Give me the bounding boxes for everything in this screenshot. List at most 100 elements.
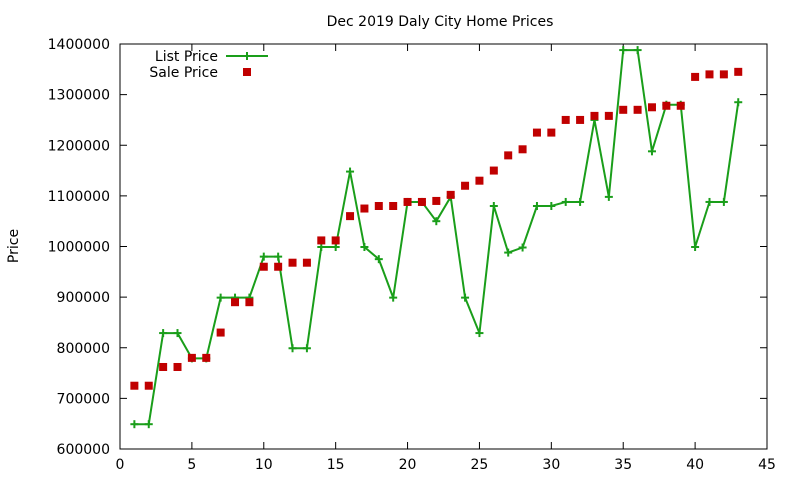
chart-title: Dec 2019 Daly City Home Prices [327, 14, 554, 30]
list-price-point [274, 252, 283, 261]
legend-label: Sale Price [149, 65, 218, 81]
sale-price-point [245, 298, 254, 307]
list-price-point [130, 420, 139, 429]
x-tick-label: 15 [327, 457, 345, 473]
sale-price-point [274, 262, 283, 271]
y-axis-label: Price [6, 229, 22, 263]
sale-price-point [317, 236, 326, 245]
y-tick-label: 1400000 [48, 37, 110, 53]
list-price-point [604, 192, 613, 201]
sale-price-point [216, 328, 225, 337]
sale-price-point [590, 111, 599, 120]
list-price-point [619, 46, 628, 55]
y-tick-label: 800000 [57, 341, 110, 357]
sale-price-point [130, 381, 139, 390]
sale-price-point [288, 258, 297, 267]
sale-price-point [231, 298, 240, 307]
sale-price-point [576, 115, 585, 124]
y-tick-label: 1200000 [48, 138, 110, 154]
sale-price-point [734, 67, 743, 76]
x-tick-label: 0 [116, 457, 125, 473]
sale-price-point [202, 353, 211, 362]
list-price-point [288, 344, 297, 353]
series-1 [130, 67, 743, 390]
sale-price-point [662, 101, 671, 110]
sale-price-point [432, 196, 441, 205]
x-tick-label: 40 [686, 457, 704, 473]
y-tick-label: 600000 [57, 442, 110, 458]
y-tick-label: 1100000 [48, 189, 110, 205]
list-price-point [633, 46, 642, 55]
list-price-point [475, 329, 484, 338]
plot-frame [119, 43, 768, 450]
sale-price-point [331, 236, 340, 245]
axis-ticks: 0 5 10 15 20 25 30 35 40 45 600000 700000 800000 9000… [48, 37, 776, 473]
list-price-point [489, 202, 498, 210]
x-tick-label: 45 [758, 457, 776, 473]
list-price-point [144, 420, 153, 429]
list-price-point [374, 255, 383, 264]
x-tick-label: 20 [399, 457, 417, 473]
sale-price-point [719, 70, 728, 79]
sale-price-point [446, 190, 455, 199]
sale-price-point [705, 70, 714, 79]
sale-price-point [619, 105, 628, 114]
sale-price-point [561, 115, 570, 124]
list-price-point [159, 329, 168, 338]
sale-price-point [676, 101, 685, 110]
sale-price-point [461, 181, 470, 190]
sale-price-point [346, 212, 355, 221]
list-price-point [734, 98, 743, 107]
sale-price-point [374, 202, 383, 210]
list-price-point [461, 293, 470, 302]
x-tick-label: 10 [255, 457, 273, 473]
list-price-point [173, 329, 182, 338]
list-price-line [134, 49, 740, 426]
legend-label: List Price [155, 49, 218, 65]
sale-price-point [604, 111, 613, 120]
y-tick-label: 700000 [57, 391, 110, 407]
legend-plus-swatch [243, 52, 251, 60]
list-price-point [647, 147, 656, 156]
sale-price-point [389, 202, 398, 210]
list-price-point [547, 202, 556, 210]
sale-price-point [518, 145, 527, 154]
sale-price-point [173, 362, 182, 371]
sale-price-point [302, 258, 311, 267]
list-price-point [346, 167, 355, 176]
sale-price-point [259, 262, 268, 271]
sale-price-point [532, 128, 541, 137]
sale-price-point [489, 166, 498, 175]
legend-square-swatch [243, 68, 251, 76]
series-layer [130, 46, 743, 429]
list-price-point [719, 197, 728, 206]
y-tick-label: 1300000 [48, 88, 110, 104]
sale-price-point [547, 128, 556, 137]
sale-price-point [633, 105, 642, 114]
sale-price-point [360, 204, 369, 213]
sale-price-point [403, 197, 412, 206]
list-price-point [302, 344, 311, 353]
list-price-point [561, 197, 570, 206]
sale-price-point [187, 353, 196, 362]
x-tick-label: 25 [471, 457, 489, 473]
sale-price-point [647, 103, 656, 112]
list-price-point [532, 202, 541, 210]
sale-price-point [417, 197, 426, 206]
list-price-point [360, 243, 369, 252]
sale-price-point [691, 72, 700, 81]
list-price-point [432, 217, 441, 226]
x-tick-label: 35 [614, 457, 632, 473]
x-tick-label: 30 [542, 457, 560, 473]
sale-price-point [504, 151, 513, 160]
x-tick-label: 5 [187, 457, 196, 473]
list-price-point [259, 252, 268, 261]
sale-price-point [475, 176, 484, 185]
sale-price-point [159, 362, 168, 371]
y-tick-label: 1000000 [48, 240, 110, 256]
list-price-point [691, 243, 700, 252]
y-tick-label: 900000 [57, 290, 110, 306]
